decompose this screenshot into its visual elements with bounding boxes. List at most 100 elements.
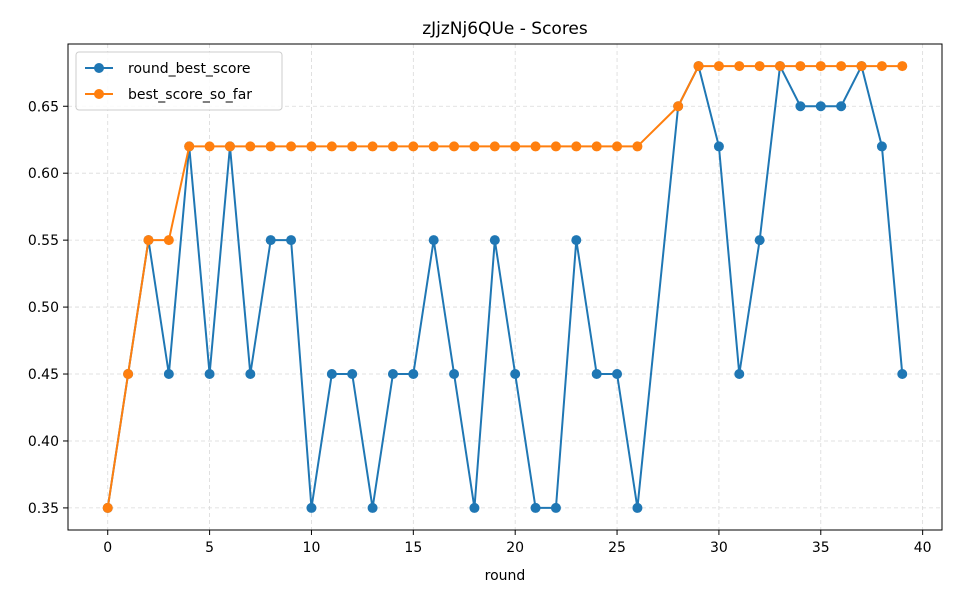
data-point-round_best_score	[408, 369, 419, 380]
data-point-best_score_so_far	[571, 141, 582, 152]
data-point-best_score_so_far	[713, 61, 724, 72]
data-point-round_best_score	[367, 502, 378, 513]
data-point-best_score_so_far	[265, 141, 276, 152]
data-point-best_score_so_far	[428, 141, 439, 152]
series-layer	[102, 61, 908, 513]
data-point-round_best_score	[489, 235, 500, 246]
axis-ticks: 0 5 10 15 20 25 30 35 40 0.35 0.40 0.45 0.50 0.55 0.60…	[28, 99, 932, 556]
data-point-round_best_score	[836, 101, 847, 112]
x-tick-label: 0	[103, 540, 112, 556]
data-point-best_score_so_far	[897, 61, 908, 72]
data-point-best_score_so_far	[734, 61, 745, 72]
data-point-best_score_so_far	[306, 141, 317, 152]
chart-title: zJjzNj6QUe - Scores	[422, 19, 588, 39]
x-tick-label: 30	[710, 540, 728, 556]
data-point-best_score_so_far	[591, 141, 602, 152]
data-point-round_best_score	[713, 141, 724, 152]
x-tick-label: 5	[205, 540, 214, 556]
data-point-best_score_so_far	[163, 235, 174, 246]
data-point-best_score_so_far	[754, 61, 765, 72]
data-point-round_best_score	[469, 502, 480, 513]
data-point-round_best_score	[876, 141, 887, 152]
data-point-best_score_so_far	[815, 61, 826, 72]
legend-label: round_best_score	[128, 61, 251, 77]
data-point-best_score_so_far	[123, 369, 134, 380]
series-round_best_score	[102, 61, 908, 513]
data-point-best_score_so_far	[856, 61, 867, 72]
x-tick-label: 35	[812, 540, 830, 556]
y-tick-label: 0.45	[28, 367, 59, 383]
y-tick-label: 0.60	[28, 166, 59, 182]
legend: round_best_score best_score_so_far	[75, 51, 283, 111]
data-point-round_best_score	[449, 369, 460, 380]
data-point-round_best_score	[204, 369, 215, 380]
data-point-best_score_so_far	[836, 61, 847, 72]
data-point-round_best_score	[347, 369, 358, 380]
data-point-best_score_so_far	[102, 502, 113, 513]
y-tick-label: 0.50	[28, 300, 59, 316]
data-point-round_best_score	[428, 235, 439, 246]
data-point-best_score_so_far	[387, 141, 398, 152]
data-point-round_best_score	[754, 235, 765, 246]
x-tick-label: 40	[914, 540, 932, 556]
data-point-round_best_score	[326, 369, 337, 380]
data-point-best_score_so_far	[204, 141, 215, 152]
data-point-round_best_score	[571, 235, 582, 246]
data-point-best_score_so_far	[286, 141, 297, 152]
y-tick-label: 0.35	[28, 501, 59, 517]
data-point-round_best_score	[510, 369, 521, 380]
data-point-best_score_so_far	[326, 141, 337, 152]
data-point-best_score_so_far	[795, 61, 806, 72]
data-point-best_score_so_far	[408, 141, 419, 152]
data-point-best_score_so_far	[489, 141, 500, 152]
grid	[68, 44, 942, 530]
data-point-round_best_score	[306, 502, 317, 513]
legend-marker	[94, 63, 104, 73]
data-point-round_best_score	[897, 369, 908, 380]
data-point-best_score_so_far	[347, 141, 358, 152]
data-point-round_best_score	[245, 369, 256, 380]
plot-frame	[67, 43, 943, 531]
x-tick-label: 20	[506, 540, 524, 556]
data-point-best_score_so_far	[876, 61, 887, 72]
legend-marker	[94, 89, 104, 99]
data-point-round_best_score	[387, 369, 398, 380]
data-point-round_best_score	[734, 369, 745, 380]
data-point-best_score_so_far	[143, 235, 154, 246]
data-point-best_score_so_far	[245, 141, 256, 152]
data-point-best_score_so_far	[693, 61, 704, 72]
data-point-round_best_score	[591, 369, 602, 380]
data-point-round_best_score	[795, 101, 806, 112]
data-point-round_best_score	[265, 235, 276, 246]
x-axis-label: round	[485, 568, 526, 584]
data-point-round_best_score	[612, 369, 623, 380]
x-tick-label: 15	[404, 540, 422, 556]
legend-label: best_score_so_far	[128, 87, 252, 103]
series-best_score_so_far	[102, 61, 908, 513]
x-tick-label: 25	[608, 540, 626, 556]
data-point-best_score_so_far	[184, 141, 195, 152]
data-point-best_score_so_far	[612, 141, 623, 152]
y-tick-label: 0.40	[28, 434, 59, 450]
data-point-round_best_score	[286, 235, 297, 246]
data-point-round_best_score	[163, 369, 174, 380]
data-point-best_score_so_far	[469, 141, 480, 152]
data-point-round_best_score	[550, 502, 561, 513]
series-line-best_score_so_far	[106, 65, 903, 509]
data-point-best_score_so_far	[550, 141, 561, 152]
series-line-round_best_score	[106, 62, 904, 509]
data-point-best_score_so_far	[673, 101, 684, 112]
data-point-best_score_so_far	[510, 141, 521, 152]
data-point-best_score_so_far	[449, 141, 460, 152]
x-tick-label: 10	[303, 540, 321, 556]
data-point-best_score_so_far	[367, 141, 378, 152]
y-tick-label: 0.55	[28, 233, 59, 249]
data-point-round_best_score	[815, 101, 826, 112]
data-point-round_best_score	[530, 502, 541, 513]
data-point-best_score_so_far	[530, 141, 541, 152]
data-point-round_best_score	[632, 502, 643, 513]
data-point-best_score_so_far	[224, 141, 235, 152]
data-point-best_score_so_far	[775, 61, 786, 72]
y-tick-label: 0.65	[28, 99, 59, 115]
